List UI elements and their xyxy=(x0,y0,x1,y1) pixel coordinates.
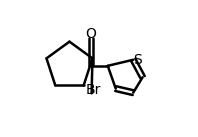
Text: O: O xyxy=(86,27,96,41)
Text: S: S xyxy=(133,53,142,67)
Text: Br: Br xyxy=(85,83,101,97)
